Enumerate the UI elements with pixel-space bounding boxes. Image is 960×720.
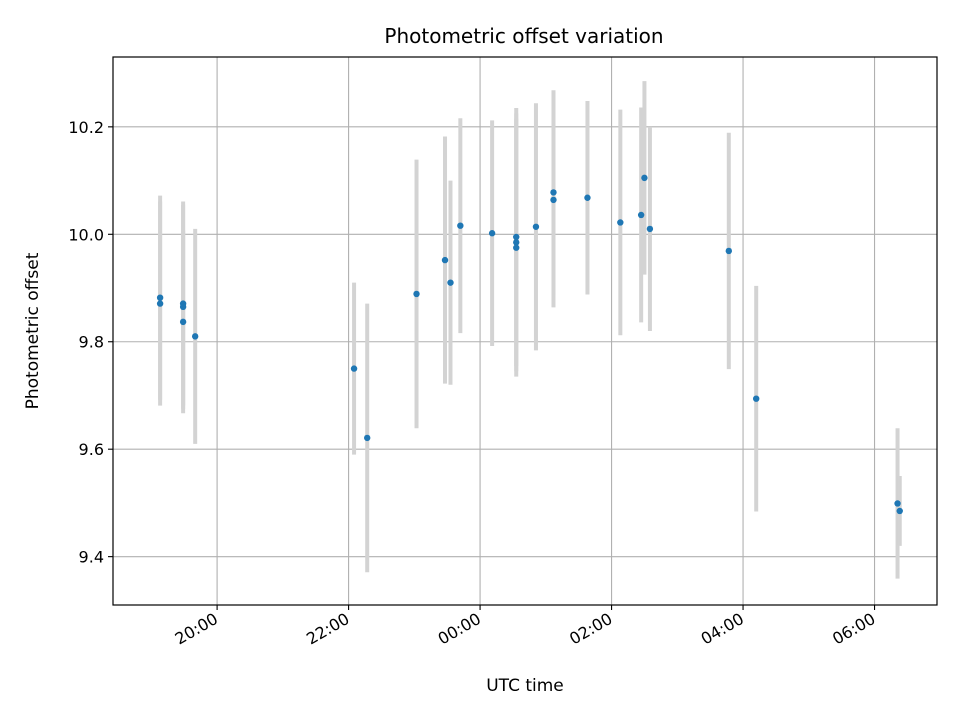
errorbar-layer bbox=[158, 81, 902, 579]
x-tick-label: 22:00 bbox=[303, 609, 352, 649]
data-point bbox=[364, 434, 371, 442]
data-point bbox=[550, 196, 557, 204]
x-axis-ticks: 20:00 22:00 00:00 02:00 04:00 06:00 bbox=[172, 605, 879, 649]
y-tick-label: 9.6 bbox=[79, 440, 104, 459]
data-point bbox=[617, 219, 624, 226]
data-point bbox=[753, 395, 760, 402]
data-point bbox=[441, 256, 449, 264]
data-point bbox=[488, 230, 496, 237]
x-tick-label: 02:00 bbox=[566, 609, 615, 649]
x-tick-label: 20:00 bbox=[172, 609, 221, 649]
y-axis-ticks: 9.4 9.6 9.8 10.0 10.2 bbox=[68, 118, 113, 567]
data-point bbox=[725, 247, 733, 255]
y-axis-label: Photometric offset bbox=[23, 252, 43, 409]
y-tick-label: 9.4 bbox=[79, 548, 104, 567]
x-tick-label: 06:00 bbox=[829, 609, 878, 649]
data-point bbox=[156, 294, 164, 301]
data-point bbox=[413, 290, 420, 298]
data-point bbox=[513, 239, 520, 246]
y-tick-label: 10.2 bbox=[68, 118, 104, 137]
x-tick-label: 00:00 bbox=[435, 609, 484, 649]
data-point bbox=[513, 244, 520, 251]
data-point bbox=[457, 222, 464, 229]
data-point bbox=[637, 211, 645, 219]
data-point bbox=[513, 233, 520, 241]
data-point bbox=[179, 318, 187, 326]
point-layer bbox=[156, 174, 903, 515]
data-point bbox=[584, 194, 591, 201]
x-axis-label: UTC time bbox=[486, 676, 564, 696]
chart-title: Photometric offset variation bbox=[384, 24, 663, 48]
plot-frame bbox=[112, 56, 938, 606]
data-point bbox=[894, 500, 901, 507]
data-point bbox=[447, 279, 454, 286]
data-point bbox=[179, 303, 187, 311]
data-point bbox=[896, 507, 903, 515]
data-point bbox=[641, 174, 648, 182]
y-tick-label: 10.0 bbox=[68, 225, 104, 244]
data-point bbox=[646, 225, 654, 233]
grid-layer bbox=[113, 57, 937, 605]
x-tick-label: 04:00 bbox=[698, 609, 747, 649]
data-point bbox=[191, 333, 199, 340]
data-point bbox=[550, 189, 557, 196]
y-tick-label: 9.8 bbox=[79, 333, 104, 352]
data-point bbox=[156, 300, 164, 307]
data-point bbox=[350, 365, 358, 372]
data-point bbox=[532, 223, 540, 230]
